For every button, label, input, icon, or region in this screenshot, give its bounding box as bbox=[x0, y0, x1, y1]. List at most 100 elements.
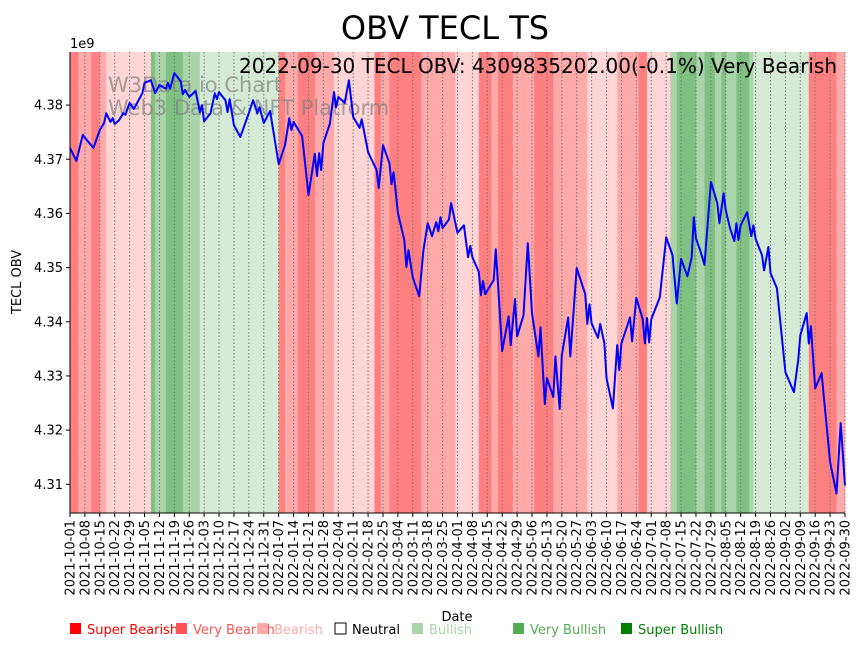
band-super-bearish bbox=[478, 52, 492, 513]
x-tick-label: 2022-05-06 bbox=[526, 520, 541, 596]
band-very-bearish bbox=[617, 52, 639, 513]
x-tick-label: 2021-12-03 bbox=[198, 520, 213, 596]
x-tick-label: 2022-04-29 bbox=[511, 520, 526, 596]
x-tick-label: 2022-06-10 bbox=[600, 520, 615, 596]
latest-value-annotation: 2022-09-30 TECL OBV: 4309835202.00(-0.1%… bbox=[239, 54, 837, 78]
x-tick-label: 2022-02-25 bbox=[376, 520, 391, 596]
x-tick-label: 2022-01-14 bbox=[287, 520, 302, 596]
band-bearish bbox=[334, 52, 375, 513]
legend-label-very-bullish: Very Bullish bbox=[530, 623, 606, 638]
band-bearish bbox=[106, 52, 152, 513]
x-tick-label: 2021-12-31 bbox=[257, 520, 272, 596]
sentiment-bands bbox=[70, 52, 846, 513]
y-tick-label: 4.31 bbox=[34, 478, 63, 493]
x-tick-label: 2022-08-05 bbox=[719, 520, 734, 596]
x-tick-label: 2022-07-15 bbox=[675, 520, 690, 596]
band-very-bullish bbox=[715, 52, 722, 513]
obv-series-line bbox=[69, 72, 846, 495]
x-ticks: 2021-10-01 2021-10-08 2021-10-15 2021-10-22… bbox=[64, 513, 854, 596]
band-super-bearish bbox=[91, 52, 101, 513]
y-tick-label: 4.36 bbox=[34, 207, 63, 222]
band-super-bearish bbox=[389, 52, 422, 513]
legend-label-bearish: Bearish bbox=[274, 623, 323, 638]
x-tick-label: 2022-02-18 bbox=[362, 520, 377, 596]
legend-swatch-bullish bbox=[412, 623, 423, 634]
band-super-bearish bbox=[70, 52, 79, 513]
x-tick-label: 2022-09-23 bbox=[824, 520, 839, 596]
x-tick-label: 2021-11-19 bbox=[168, 520, 183, 596]
x-tick-label: 2022-05-20 bbox=[555, 520, 570, 596]
band-super-bearish bbox=[534, 52, 554, 513]
x-tick-label: 2022-09-09 bbox=[794, 520, 809, 596]
band-bullish bbox=[753, 52, 810, 513]
band-very-bearish bbox=[314, 52, 335, 513]
band-very-bearish bbox=[285, 52, 299, 513]
x-tick-label: 2022-03-04 bbox=[391, 520, 406, 596]
band-super-bearish bbox=[808, 52, 837, 513]
x-tick-label: 2022-04-15 bbox=[481, 520, 496, 596]
y-axis-label: TECL OBV bbox=[10, 250, 25, 315]
y-tick-label: 4.37 bbox=[34, 153, 63, 168]
x-tick-label: 2022-07-01 bbox=[645, 520, 660, 596]
band-very-bullish bbox=[670, 52, 678, 513]
y-tick-label: 4.38 bbox=[34, 99, 63, 114]
band-very-bearish bbox=[512, 52, 535, 513]
band-super-bullish bbox=[676, 52, 697, 513]
x-tick-label: 2022-04-22 bbox=[496, 520, 511, 596]
x-tick-label: 2021-11-05 bbox=[138, 520, 153, 596]
band-super-bullish bbox=[150, 52, 156, 513]
band-very-bearish bbox=[491, 52, 499, 513]
legend-swatch-super-bullish bbox=[621, 623, 632, 634]
legend-swatch-very-bearish bbox=[176, 623, 187, 634]
x-tick-label: 2022-01-07 bbox=[272, 520, 287, 596]
y-tick-label: 4.33 bbox=[34, 369, 63, 384]
x-axis-label: Date bbox=[441, 610, 472, 625]
legend-swatch-neutral bbox=[334, 622, 347, 635]
x-tick-label: 2022-06-17 bbox=[615, 520, 630, 596]
x-tick-label: 2022-07-22 bbox=[689, 520, 704, 596]
band-very-bearish bbox=[421, 52, 456, 513]
x-tick-label: 2021-10-01 bbox=[64, 520, 79, 596]
x-tick-label: 2022-02-04 bbox=[332, 520, 347, 596]
x-tick-label: 2021-12-17 bbox=[227, 520, 242, 596]
x-tick-label: 2022-07-08 bbox=[660, 520, 675, 596]
x-tick-label: 2022-09-02 bbox=[779, 520, 794, 596]
x-tick-label: 2022-05-27 bbox=[570, 520, 585, 596]
x-tick-label: 2022-08-19 bbox=[749, 520, 764, 596]
x-tick-label: 2021-10-08 bbox=[78, 520, 93, 596]
x-tick-label: 2022-04-08 bbox=[466, 520, 481, 596]
band-super-bullish bbox=[704, 52, 716, 513]
band-super-bullish bbox=[721, 52, 727, 513]
band-super-bearish bbox=[638, 52, 648, 513]
x-tick-label: 2021-12-24 bbox=[242, 520, 257, 596]
band-very-bullish bbox=[695, 52, 705, 513]
x-tick-label: 2022-09-30 bbox=[839, 520, 854, 596]
band-bullish bbox=[199, 52, 279, 513]
legend-label-bullish: Bullish bbox=[429, 623, 472, 638]
chart-title: OBV TECL TS bbox=[341, 9, 549, 47]
band-super-bearish bbox=[497, 52, 514, 513]
legend-swatch-bearish bbox=[257, 623, 268, 634]
band-super-bearish bbox=[278, 52, 286, 513]
x-tick-label: 2022-03-25 bbox=[436, 520, 451, 596]
x-tick-label: 2022-04-01 bbox=[451, 520, 466, 596]
band-very-bearish bbox=[380, 52, 390, 513]
x-tick-label: 2022-03-18 bbox=[421, 520, 436, 596]
x-tick-label: 2022-09-16 bbox=[809, 520, 824, 596]
x-tick-label: 2022-02-11 bbox=[347, 520, 362, 596]
legend-swatch-very-bullish bbox=[513, 623, 524, 634]
band-super-bearish bbox=[374, 52, 382, 513]
x-tick-label: 2022-08-12 bbox=[734, 520, 749, 596]
band-very-bearish bbox=[553, 52, 588, 513]
x-tick-label: 2021-11-26 bbox=[183, 520, 198, 596]
band-bearish bbox=[587, 52, 618, 513]
x-tick-label: 2022-06-24 bbox=[630, 520, 645, 596]
x-tick-label: 2022-03-11 bbox=[406, 520, 421, 596]
x-tick-label: 2022-01-21 bbox=[302, 520, 317, 596]
legend: Super Bearish Very Bearish Bearish Neutral B… bbox=[70, 622, 723, 638]
x-tick-label: 2021-10-22 bbox=[108, 520, 123, 596]
y-tick-label: 4.32 bbox=[34, 424, 63, 439]
band-very-bullish bbox=[725, 52, 737, 513]
band-very-bullish bbox=[182, 52, 201, 513]
y-scale-label: 1e9 bbox=[70, 37, 95, 52]
